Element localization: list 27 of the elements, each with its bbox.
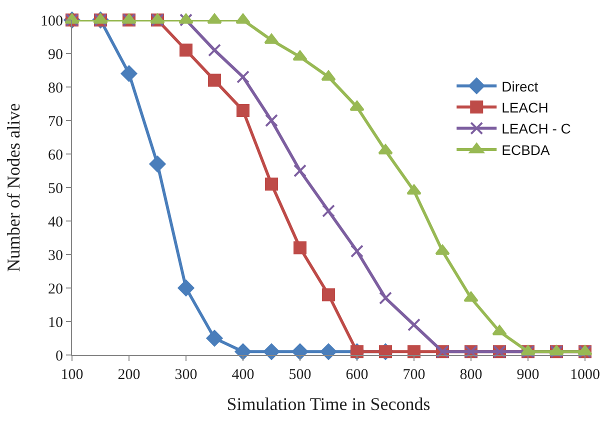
x-tick-label: 400 bbox=[232, 367, 254, 383]
x-tick-label: 500 bbox=[288, 367, 312, 383]
y-tick-label: 50 bbox=[48, 180, 63, 197]
legend-label: ECBDA bbox=[502, 142, 551, 158]
x-tick-label: 600 bbox=[346, 367, 368, 383]
y-tick-label: 20 bbox=[48, 281, 63, 298]
x-tick-label: 800 bbox=[460, 367, 482, 383]
y-tick-label: 30 bbox=[48, 248, 63, 264]
x-tick-label: 900 bbox=[516, 367, 540, 383]
legend-label: LEACH bbox=[502, 100, 548, 116]
legend-label: LEACH - C bbox=[502, 120, 571, 137]
legend-label: Direct bbox=[502, 78, 538, 94]
y-tick-label: 90 bbox=[48, 46, 63, 63]
y-tick-label: 100 bbox=[40, 13, 63, 30]
x-tick-label: 100 bbox=[60, 367, 84, 383]
x-tick-label: 200 bbox=[118, 367, 140, 383]
x-axis-title: Simulation Time in Seconds bbox=[226, 394, 430, 414]
y-tick-label: 70 bbox=[48, 114, 63, 130]
y-tick-label: 40 bbox=[48, 214, 63, 230]
y-axis-title: Number of Nodes alive bbox=[4, 103, 24, 272]
y-tick-label: 80 bbox=[48, 80, 63, 96]
x-tick-label: 700 bbox=[402, 367, 426, 383]
x-tick-label: 1000 bbox=[570, 367, 600, 383]
x-tick-label: 300 bbox=[174, 367, 198, 383]
y-tick-label: 0 bbox=[56, 348, 63, 364]
y-tick-label: 60 bbox=[48, 147, 63, 164]
y-tick-label: 10 bbox=[48, 314, 63, 331]
